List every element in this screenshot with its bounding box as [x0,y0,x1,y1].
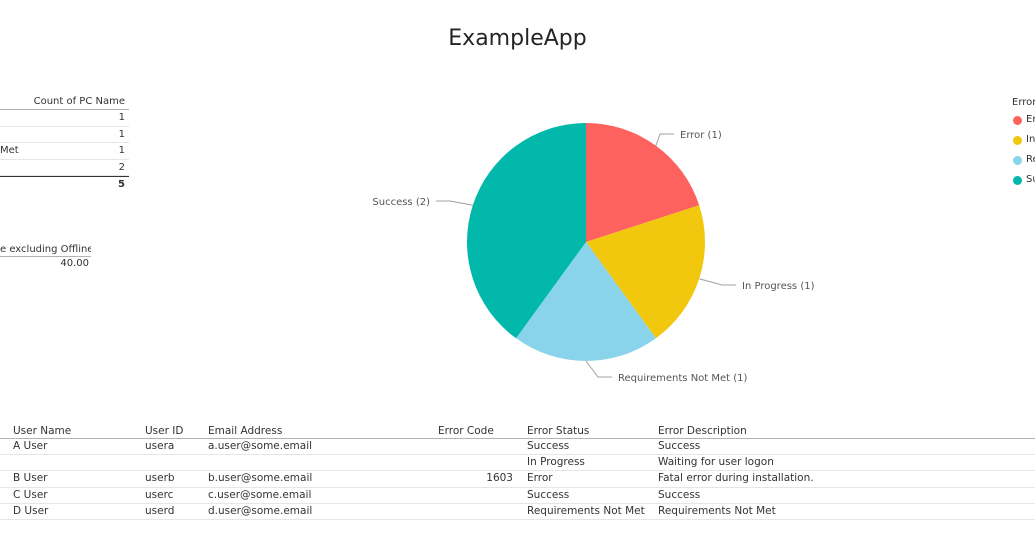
cell-error-description: Success [658,440,701,452]
summary-header: Count of PC Name [0,94,129,110]
cell-user-id: userc [145,488,174,501]
pie-leader-line [655,133,674,146]
legend-dot [1013,136,1022,145]
cell-email: b.user@some.email [208,472,313,485]
summary-row[interactable]: 2 [0,160,129,176]
cell-error-description: Fatal error during installation. [658,472,814,485]
summary-row[interactable]: 1 [0,127,129,143]
table-row[interactable]: In Progress Waiting for user logon [0,455,1035,472]
summary-total: 5 [0,176,129,192]
cell-user-id: usera [145,440,175,452]
column-header-error-status[interactable]: Error Status [527,425,590,437]
summary-row-value: 2 [118,161,125,173]
table-row[interactable]: A User usera a.user@some.email Success S… [0,439,1035,456]
pie-slice[interactable] [467,123,586,339]
pie-data-label: Requirements Not Met (1) [618,373,748,384]
cell-user-name: D User [13,504,49,517]
pie-leader-line [436,200,473,206]
cell-error-status: Error [527,472,553,485]
column-header-email[interactable]: Email Address [208,425,283,437]
column-header-user-id[interactable]: User ID [145,425,184,437]
table-header-row: User Name User ID Email Address Error Co… [0,424,1035,439]
summary-row-value: 1 [118,145,125,156]
cell-email: d.user@some.email [208,504,313,517]
user-table: User Name User ID Email Address Error Co… [0,424,1035,520]
cell-error-status: In Progress [527,456,585,469]
pie-data-label: Success (2) [372,197,430,208]
column-header-error-code[interactable]: Error Code [438,425,494,437]
summary-row[interactable]: Met 1 [0,143,129,160]
pie-slice[interactable] [516,242,656,361]
cell-error-description: Waiting for user logon [658,456,774,469]
pie-data-label: Error (1) [680,130,722,141]
cell-error-status: Requirements Not Met [527,504,645,517]
summary-row-value: 1 [118,128,125,140]
cell-user-name: A User [13,440,48,452]
cell-error-status: Success [527,488,570,501]
report-title: ExampleApp [448,26,587,51]
pie-leader-line [585,360,612,378]
legend-title: Error [1012,97,1035,108]
column-header-user-name[interactable]: User Name [13,425,72,437]
legend-label: In [1026,134,1035,145]
legend-item[interactable]: Re [1012,150,1035,170]
cell-error-description: Requirements Not Met [658,504,776,517]
summary-table: Count of PC Name 1 1 Met 1 2 5 [0,94,129,192]
metric-table: e excluding Offline 40.00 [0,243,91,271]
legend-item[interactable]: In [1012,130,1035,150]
chart-legend: Error Er In Re Su [1012,95,1035,190]
cell-user-id: userd [145,504,175,517]
cell-user-id: userb [145,472,175,485]
summary-row-value: 1 [118,112,125,123]
cell-email: c.user@some.email [208,488,312,501]
column-header-error-description[interactable]: Error Description [658,425,747,437]
summary-row-label: Met [0,145,19,156]
legend-label: Re [1026,154,1035,165]
legend-item[interactable]: Su [1012,170,1035,190]
legend-label: Er [1026,114,1035,125]
cell-email: a.user@some.email [208,440,313,452]
pie-slice[interactable] [586,205,705,339]
legend-label: Su [1026,174,1035,185]
legend-dot [1013,116,1022,125]
table-row[interactable]: C User userc c.user@some.email Success S… [0,488,1035,504]
metric-header: e excluding Offline [0,244,91,257]
pie-leader-line [699,278,736,286]
cell-error-status: Success [527,440,570,452]
cell-user-name: C User [13,488,48,501]
cell-error-description: Success [658,488,701,501]
pie-slice[interactable] [586,123,700,242]
cell-user-name: B User [13,472,48,485]
cell-error-code: 1603 [486,472,513,485]
legend-dot [1013,156,1022,165]
summary-row[interactable]: 1 [0,110,129,127]
legend-dot [1013,176,1022,185]
metric-value: 40.00 [60,258,89,269]
table-row[interactable]: D User userd d.user@some.email Requireme… [0,504,1035,520]
legend-item[interactable]: Er [1012,110,1035,130]
pie-data-label: In Progress (1) [742,281,815,292]
table-row[interactable]: B User userb b.user@some.email 1603 Erro… [0,471,1035,488]
